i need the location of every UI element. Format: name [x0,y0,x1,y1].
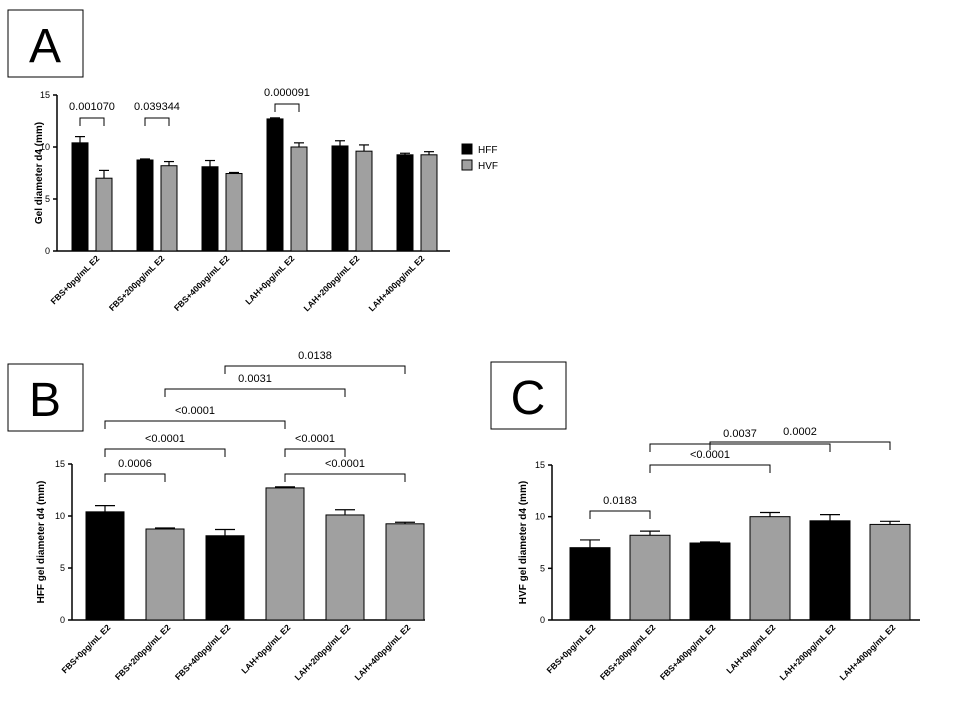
p-value-label: 0.0138 [298,350,332,362]
category-label: FBS+0pg/mL E2 [60,622,113,675]
bar-hvf [95,177,113,252]
category-label: LAH+200pg/mL E2 [302,253,362,313]
y-axis-label: Gel diameter d4 (mm) [34,122,45,224]
panel-label: B [29,374,61,427]
significance-bracket [274,103,300,112]
category-label: FBS+0pg/mL E2 [545,622,598,675]
p-value-label: 0.000091 [264,87,310,99]
y-tick-label: 15 [40,90,50,100]
category-label: FBS+400pg/mL E2 [172,253,232,313]
bar [85,511,125,621]
p-value-label: 0.0031 [238,373,272,385]
p-value-label: 0.0002 [783,426,817,438]
bar [205,535,245,621]
significance-bracket [709,441,891,450]
bar-hvf [420,154,438,252]
bar-hff [266,118,284,252]
y-tick-label: 0 [45,246,50,256]
significance-bracket [79,117,105,126]
bar [265,487,305,621]
significance-bracket [164,388,346,397]
category-label: LAH+200pg/mL E2 [293,622,353,682]
category-label: LAH+0pg/mL E2 [239,622,292,675]
category-label: LAH+400pg/mL E2 [838,622,898,682]
y-tick-label: 5 [540,563,545,573]
y-tick-label: 10 [55,511,65,521]
category-label: LAH+400pg/mL E2 [367,253,427,313]
panel-label: A [29,20,61,73]
bar-hff [71,142,89,252]
bar-hvf [225,173,243,252]
significance-bracket [104,448,226,457]
category-label: FBS+200pg/mL E2 [598,622,658,682]
p-value-label: <0.0001 [690,449,730,461]
legend-swatch-hvf [461,159,473,171]
bar [869,523,911,621]
y-tick-label: 5 [60,563,65,573]
significance-bracket [649,464,771,473]
significance-bracket [144,117,170,126]
p-value-label: 0.0037 [723,428,757,440]
bar [385,523,425,621]
y-tick-label: 15 [55,459,65,469]
category-label: FBS+200pg/mL E2 [107,253,167,313]
bar-hvf [160,165,178,252]
bar [629,534,671,621]
significance-bracket [649,443,831,452]
bar-hvf [355,150,373,252]
panel-label-box [490,361,567,430]
bar [569,547,611,621]
panel-c: C 0 5 10 15 HVF gel diameter d4 (mm) FBS+0pg/m… [490,361,920,682]
p-value-label: <0.0001 [175,405,215,417]
bar [145,528,185,621]
bar-hff [396,154,414,252]
y-tick-label: 10 [535,512,545,522]
p-value-label: 0.001070 [69,101,115,113]
y-tick-label: 15 [535,460,545,470]
p-value-label: 0.039344 [134,101,180,113]
panel-label-box [7,9,84,78]
bar-hff [136,159,154,252]
y-tick-label: 0 [540,615,545,625]
legend-label-hff: HFF [478,145,497,156]
significance-bracket [224,365,406,374]
y-tick-label: 5 [45,194,50,204]
bar [749,516,791,621]
legend-label-hvf: HVF [478,161,498,172]
significance-bracket [104,473,166,482]
bar [689,542,731,621]
significance-bracket [104,420,286,429]
category-label: LAH+0pg/mL E2 [243,253,296,306]
panel-b: B 0 5 10 15 HFF gel diameter d4 (mm) FBS+0pg/m… [7,350,425,682]
category-label: LAH+200pg/mL E2 [778,622,838,682]
y-axis-label: HVF gel diameter d4 (mm) [518,481,529,604]
p-value-label: 0.0183 [603,495,637,507]
category-label: LAH+400pg/mL E2 [353,622,413,682]
category-label: FBS+200pg/mL E2 [113,622,173,682]
p-value-label: <0.0001 [295,433,335,445]
y-tick-label: 0 [60,615,65,625]
p-value-label: <0.0001 [325,458,365,470]
panel-label-box [7,363,84,432]
bar [809,520,851,621]
significance-bracket [284,473,406,482]
panel-a: A 0 5 10 15 Gel diameter d4 (mm) FBS+0pg/mL E2… [7,9,498,313]
category-label: LAH+0pg/mL E2 [724,622,777,675]
category-label: FBS+0pg/mL E2 [49,253,102,306]
p-value-label: 0.0006 [118,458,152,470]
bar-hff [201,166,219,252]
y-axis-label: HFF gel diameter d4 (mm) [36,481,47,604]
legend-swatch-hff [461,143,473,155]
category-label: FBS+400pg/mL E2 [173,622,233,682]
panel-label: C [511,372,546,425]
bar-hff [331,145,349,252]
p-value-label: <0.0001 [145,433,185,445]
significance-bracket [589,510,651,519]
significance-bracket [284,448,346,457]
bar [325,514,365,621]
bar-hvf [290,146,308,252]
y-tick-label: 10 [40,142,50,152]
category-label: FBS+400pg/mL E2 [658,622,718,682]
